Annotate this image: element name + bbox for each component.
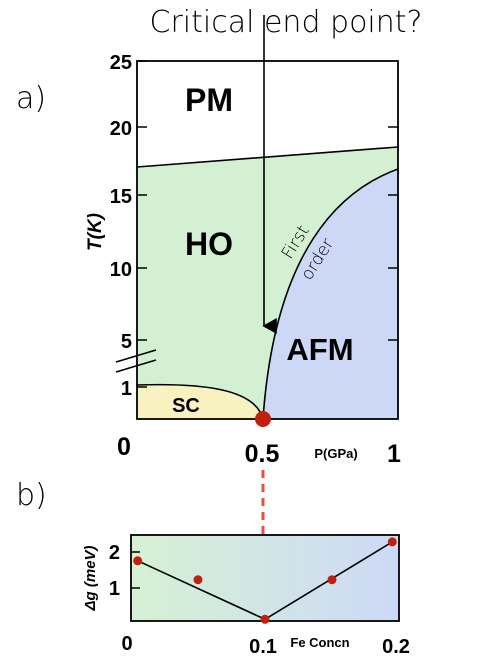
- y-tick-label: 20: [110, 118, 132, 140]
- afm-phase-label: AFM: [286, 332, 353, 367]
- b-x-tick-label: 0.2: [382, 636, 410, 658]
- panel-a-label: a): [16, 81, 46, 116]
- panel-a-x-axis-label: P(GPa): [314, 446, 357, 461]
- ho-phase-label: HO: [185, 226, 233, 262]
- axis-break-mark-lower: [115, 359, 157, 373]
- b-x-tick-label: 0: [121, 633, 132, 655]
- panel-b-y-axis-label: Δg (meV): [82, 545, 99, 611]
- axis-break-mark-upper: [115, 349, 157, 363]
- data-point: [133, 556, 143, 566]
- pm-ho-boundary: [136, 146, 399, 168]
- afm-region: [263, 169, 398, 419]
- b-y-tick-label: 1: [109, 578, 120, 600]
- panel-b-x-axis-label: Fe Concn: [290, 635, 349, 650]
- panel-b-background: [131, 535, 399, 621]
- sc-phase-label: SC: [172, 395, 200, 417]
- x-tick-label: 0.5: [245, 440, 280, 468]
- panel-b-label: b): [16, 478, 47, 513]
- data-point: [387, 537, 397, 547]
- critical-end-point-label: Critical end point?: [150, 5, 423, 40]
- pm-phase-label: PM: [185, 82, 233, 118]
- y-tick-label: 5: [121, 331, 132, 353]
- data-point: [260, 614, 270, 624]
- y-tick-label: 25: [110, 52, 132, 74]
- b-y-tick-label: 2: [109, 542, 120, 564]
- panel-b-plot: 2 1 Δg (meV) 0 0.1 0.2 Fe Concn: [82, 534, 410, 658]
- data-point: [193, 575, 203, 585]
- sc-boundary: [136, 383, 264, 420]
- data-point: [327, 575, 337, 585]
- y-tick-label: 1: [121, 378, 132, 400]
- panel-a-plot: 25 20 15 10 5 1 T(K) 0 0.5 1 P(GPa) PM H…: [85, 15, 401, 468]
- first-order-boundary: [262, 168, 399, 420]
- b-x-tick-label: 0.1: [249, 636, 277, 658]
- critical-end-point-marker: [255, 411, 271, 427]
- ho-region: [137, 147, 398, 419]
- y-tick-label: 10: [110, 259, 132, 281]
- trend-line-left: [137, 560, 266, 621]
- y-tick-label: 15: [110, 186, 132, 208]
- panel-a-y-axis-label: T(K): [85, 213, 106, 251]
- x-tick-label: 1: [387, 440, 401, 468]
- x-tick-label: 0: [117, 433, 131, 461]
- gap-data-points: [133, 537, 397, 624]
